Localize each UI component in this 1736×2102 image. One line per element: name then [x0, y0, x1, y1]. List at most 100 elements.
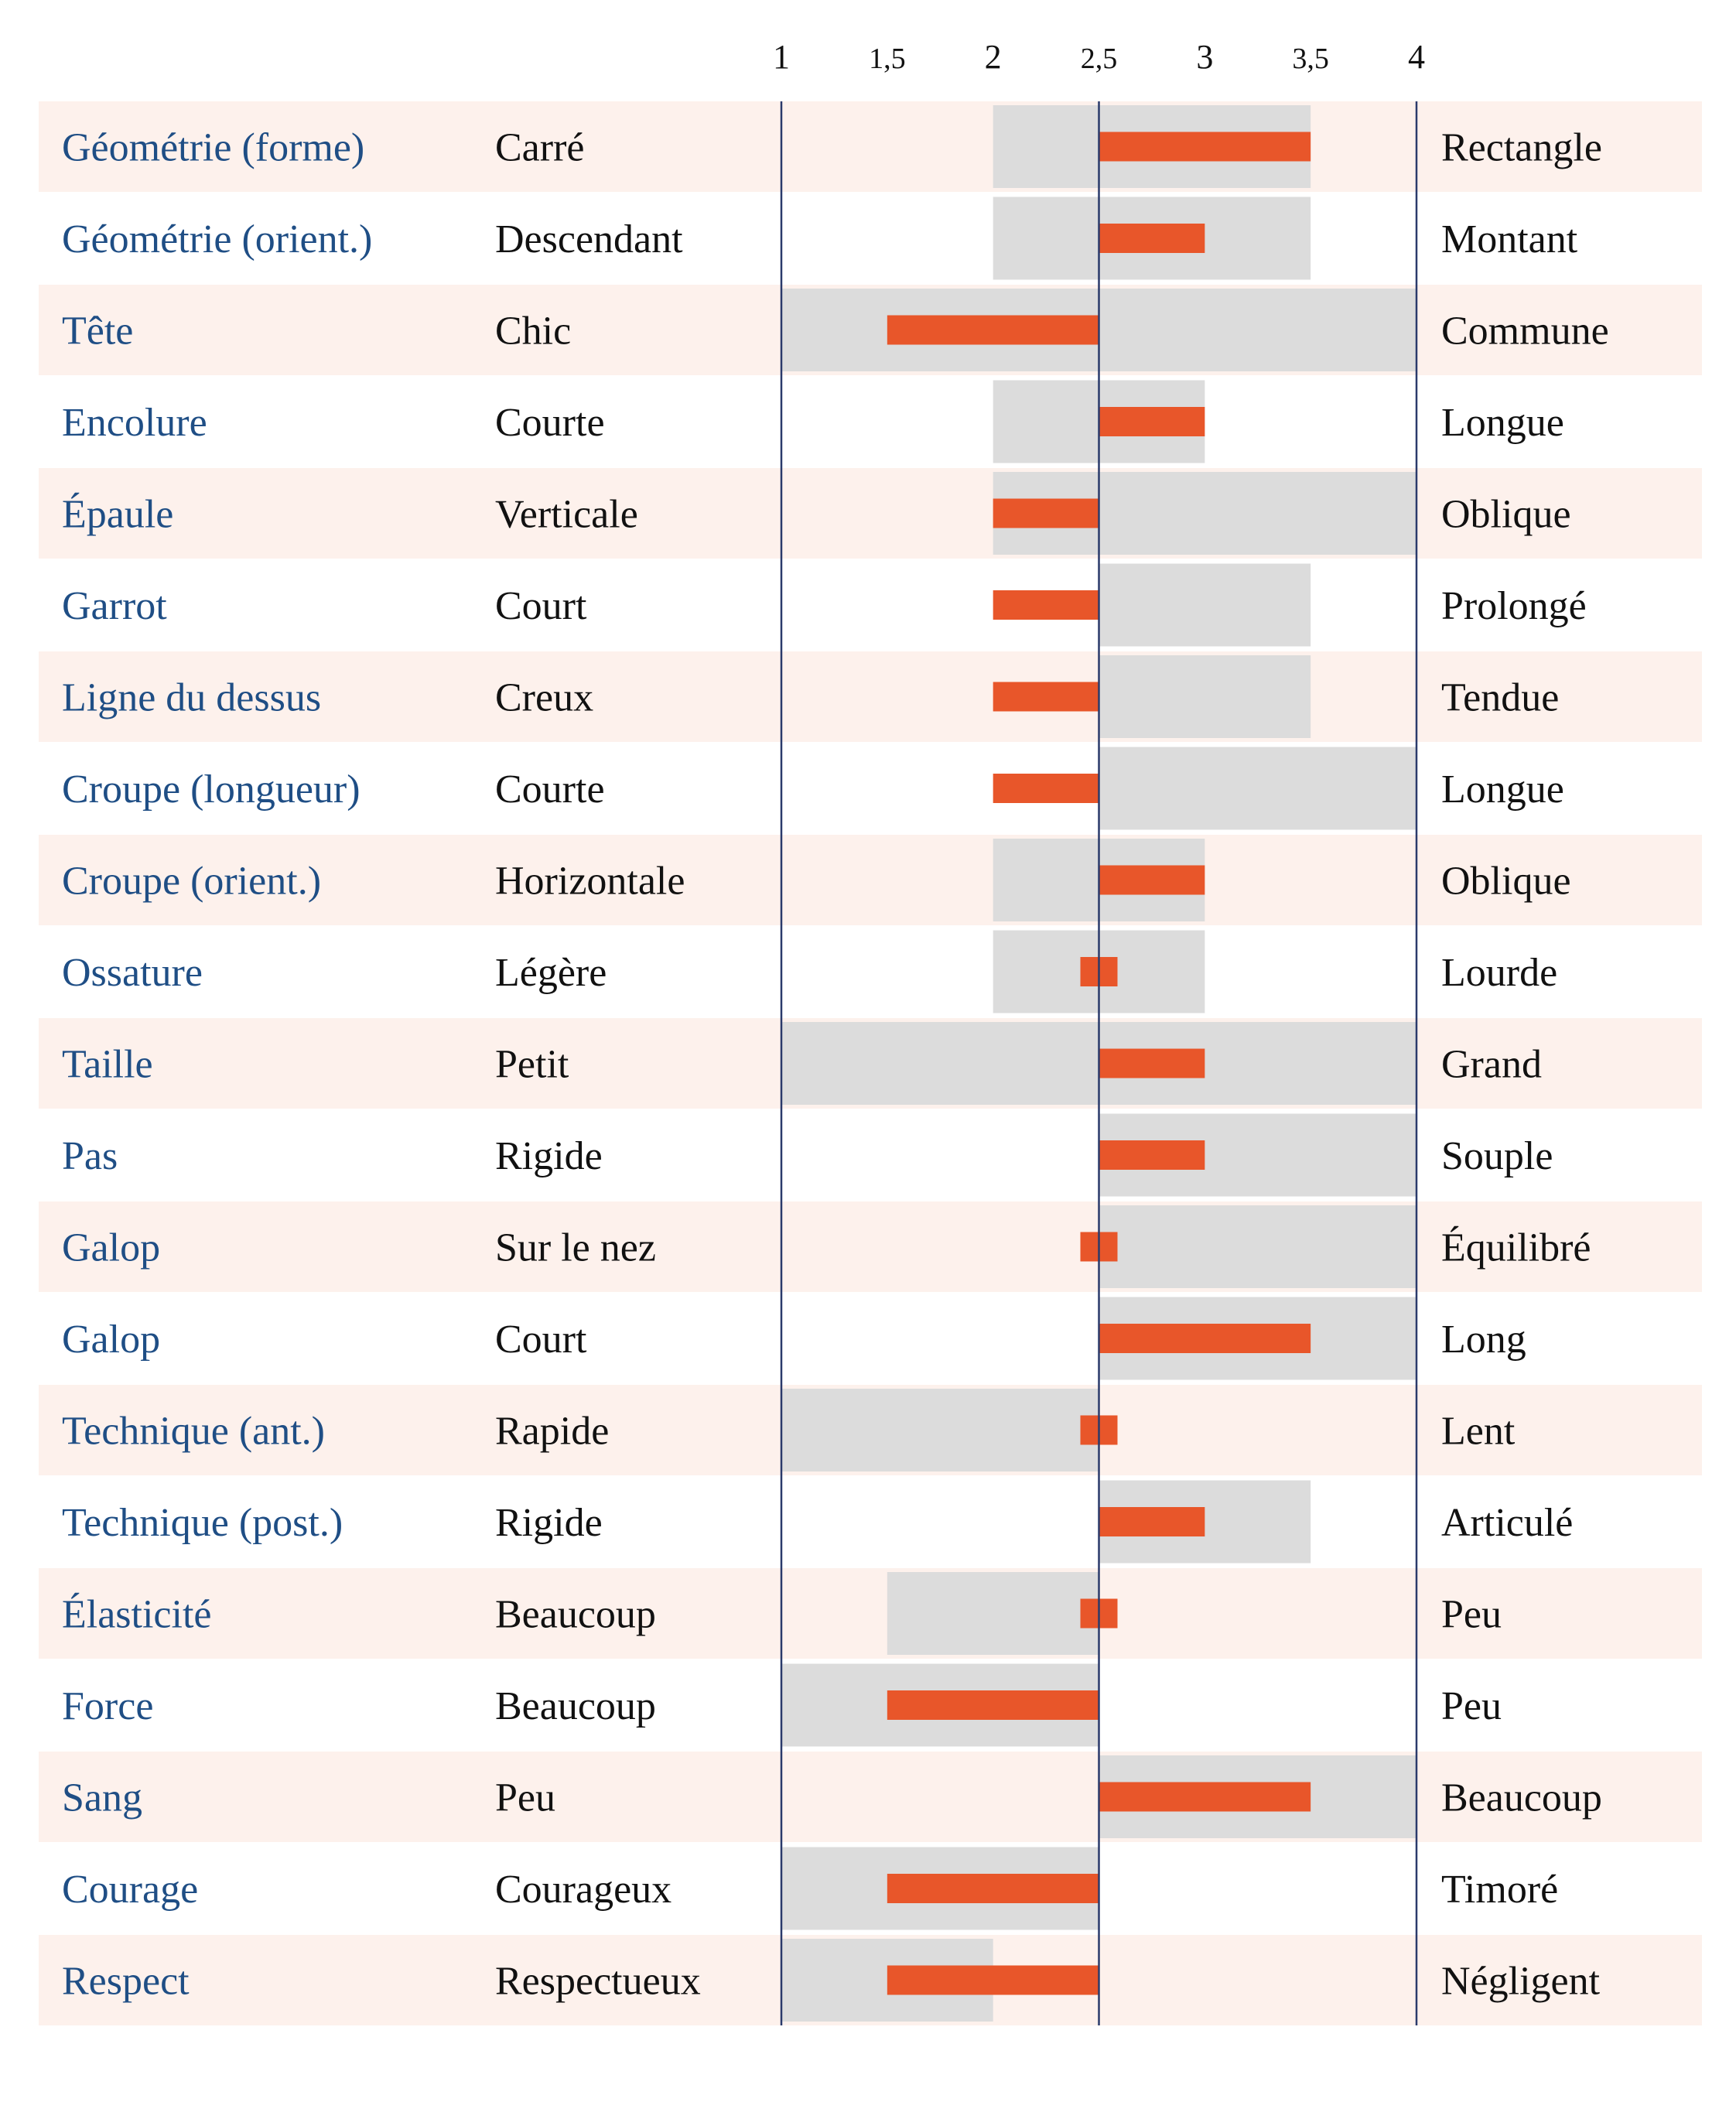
high-pole-label: Lent: [1441, 1410, 1516, 1454]
trait-label: Encolure: [62, 401, 207, 445]
trait-label: Taille: [62, 1043, 153, 1087]
value-bar: [887, 315, 1099, 345]
value-bar: [993, 774, 1099, 803]
low-pole-label: Horizontale: [495, 860, 685, 904]
range-band: [1099, 1205, 1416, 1288]
high-pole-label: Commune: [1441, 309, 1609, 354]
low-pole-label: Légère: [495, 951, 607, 995]
tick-label: 3,5: [1292, 43, 1329, 75]
value-bar: [887, 1965, 1099, 1995]
trait-label: Croupe (orient.): [62, 860, 321, 904]
trait-label: Pas: [62, 1134, 118, 1178]
low-pole-label: Verticale: [495, 493, 638, 537]
value-bar: [1099, 224, 1205, 253]
low-pole-label: Court: [495, 1318, 587, 1362]
low-pole-label: Sur le nez: [495, 1226, 656, 1270]
low-pole-label: Rigide: [495, 1501, 603, 1545]
trait-label: Épaule: [62, 492, 173, 537]
row-stripe: [39, 101, 1702, 192]
range-band: [1099, 563, 1311, 647]
high-pole-label: Peu: [1441, 1593, 1502, 1637]
trait-label: Élasticité: [62, 1592, 211, 1637]
trait-label: Ligne du dessus: [62, 676, 321, 720]
trait-label: Respect: [62, 1960, 190, 2004]
tick-label: 2,5: [1081, 43, 1118, 75]
high-pole-label: Timoré: [1441, 1868, 1558, 1912]
tick-label: 4: [1408, 38, 1425, 76]
low-pole-label: Rapide: [495, 1410, 609, 1454]
high-pole-label: Peu: [1441, 1684, 1502, 1728]
range-band: [887, 1572, 1099, 1655]
high-pole-label: Longue: [1441, 401, 1564, 445]
low-pole-label: Descendant: [495, 217, 683, 261]
value-bar: [1099, 407, 1205, 436]
high-pole-label: Oblique: [1441, 860, 1571, 904]
value-bar: [887, 1690, 1099, 1720]
high-pole-label: Montant: [1441, 217, 1578, 261]
high-pole-label: Souple: [1441, 1134, 1553, 1178]
low-pole-label: Beaucoup: [495, 1593, 656, 1637]
trait-label: Tête: [62, 309, 133, 354]
value-bar: [993, 590, 1099, 620]
value-bar: [993, 498, 1099, 528]
low-pole-label: Chic: [495, 309, 571, 354]
high-pole-label: Rectangle: [1441, 126, 1602, 170]
high-pole-label: Négligent: [1441, 1960, 1601, 2004]
tick-label: 1,5: [869, 43, 906, 75]
trait-label: Croupe (longueur): [62, 767, 361, 812]
tick-label: 3: [1196, 38, 1213, 76]
trait-label: Géométrie (orient.): [62, 217, 372, 261]
range-band: [1099, 747, 1416, 830]
low-pole-label: Carré: [495, 126, 584, 170]
row-stripe: [39, 468, 1702, 559]
row-stripe: [39, 651, 1702, 742]
row-stripe: [39, 1201, 1702, 1292]
low-pole-label: Courte: [495, 767, 605, 812]
low-pole-label: Beaucoup: [495, 1684, 656, 1728]
high-pole-label: Oblique: [1441, 493, 1571, 537]
row-stripe: [39, 1568, 1702, 1659]
low-pole-label: Peu: [495, 1776, 555, 1820]
value-bar: [1099, 1507, 1205, 1536]
tick-label: 2: [985, 38, 1002, 76]
value-bar: [1099, 132, 1311, 162]
high-pole-label: Articulé: [1441, 1501, 1573, 1545]
high-pole-label: Longue: [1441, 767, 1564, 812]
high-pole-label: Long: [1441, 1318, 1526, 1362]
low-pole-label: Courte: [495, 401, 605, 445]
row-stripe: [39, 835, 1702, 925]
low-pole-label: Courageux: [495, 1868, 672, 1912]
trait-label: Galop: [62, 1318, 160, 1362]
range-band: [781, 1389, 1099, 1471]
trait-label: Galop: [62, 1226, 160, 1270]
value-bar: [1099, 1324, 1311, 1353]
high-pole-label: Prolongé: [1441, 584, 1587, 628]
trait-label: Sang: [62, 1776, 142, 1820]
value-bar: [1099, 1048, 1205, 1078]
row-stripe: [39, 1752, 1702, 1842]
low-pole-label: Creux: [495, 676, 593, 720]
trait-label: Géométrie (forme): [62, 126, 364, 170]
low-pole-label: Rigide: [495, 1134, 603, 1178]
tick-label: 1: [773, 38, 790, 76]
low-pole-label: Court: [495, 584, 587, 628]
trait-label: Technique (ant.): [62, 1410, 325, 1454]
high-pole-label: Beaucoup: [1441, 1776, 1602, 1820]
trait-label: Courage: [62, 1868, 198, 1912]
low-pole-label: Petit: [495, 1043, 569, 1087]
range-band: [1099, 655, 1311, 738]
value-bar: [1099, 865, 1205, 895]
trait-label: Garrot: [62, 584, 167, 628]
low-pole-label: Respectueux: [495, 1960, 701, 2004]
trait-label: Technique (post.): [62, 1501, 343, 1545]
trait-label: Force: [62, 1684, 153, 1728]
value-bar: [887, 1874, 1099, 1903]
high-pole-label: Équilibré: [1441, 1225, 1591, 1270]
high-pole-label: Tendue: [1441, 676, 1559, 720]
high-pole-label: Lourde: [1441, 951, 1557, 995]
value-bar: [993, 682, 1099, 712]
value-bar: [1099, 1140, 1205, 1170]
value-bar: [1099, 1782, 1311, 1812]
trait-label: Ossature: [62, 951, 203, 995]
